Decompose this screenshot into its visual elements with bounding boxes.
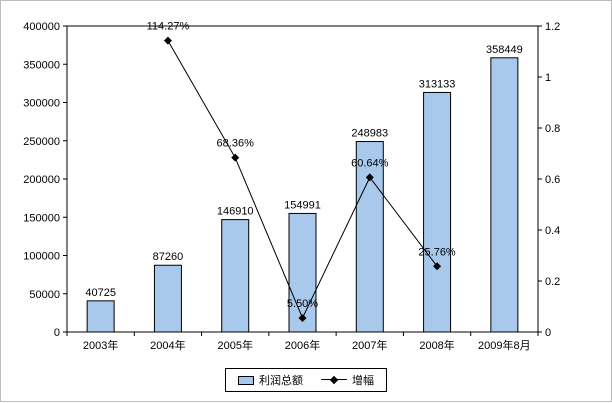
legend-label-profit: 利润总额 [259,375,303,387]
x-category-label: 2009年8月 [478,338,531,352]
line-point-marker [231,153,240,162]
line-point-label: 68.36% [217,138,255,150]
y-left-tick-label: 100000 [23,251,60,263]
profit-bar [288,212,317,333]
bar-value-label: 40725 [85,287,116,299]
line-point-marker [365,173,374,182]
legend-item-profit: 利润总额 [238,372,303,388]
line-point-marker [163,36,172,45]
line-point-label: 5.50% [287,298,318,310]
profit-bar [86,300,115,333]
x-category-label: 2003年 [83,338,118,352]
y-right-tick-label: 0 [545,327,551,339]
line-point-label: 114.27% [147,21,190,33]
y-left-tick-label: 250000 [23,136,60,148]
y-left-tick-label: 0 [54,327,60,339]
y-left-tick-label: 50000 [29,289,60,301]
bar-value-label: 154991 [284,199,321,211]
x-category-label: 2004年 [150,338,185,352]
y-left-tick-label: 300000 [23,98,60,110]
y-left-tick-label: 200000 [23,174,60,186]
chart-legend: 利润总额 增幅 [225,368,387,392]
y-left-tick-label: 150000 [23,212,60,224]
profit-bar [355,141,384,333]
y-right-tick-label: 1 [545,72,551,84]
profit-bar [153,264,182,333]
line-point-label: 60.64% [351,157,389,169]
line-point-marker [433,262,442,271]
y-right-tick-label: 0.8 [545,123,560,135]
bar-value-label: 313133 [419,78,456,90]
x-category-label: 2007年 [352,338,387,352]
bar-value-label: 146910 [217,206,254,218]
y-right-tick-label: 0.6 [545,174,560,186]
profit-bar [490,57,519,333]
y-right-tick-label: 1.2 [545,21,560,33]
line-swatch-icon [321,375,347,385]
bar-value-label: 248983 [351,128,388,140]
y-right-tick-label: 0.4 [545,225,560,237]
profit-bar [221,219,250,333]
legend-item-growth: 增幅 [321,372,374,388]
diamond-marker-icon [329,375,339,385]
x-category-label: 2006年 [285,338,320,352]
legend-label-growth: 增幅 [352,375,374,387]
line-point-marker [298,313,307,322]
bar-value-label: 358449 [486,44,523,56]
y-left-tick-label: 400000 [23,21,60,33]
y-left-tick-label: 350000 [23,59,60,71]
bar-swatch-icon [238,375,254,385]
y-right-tick-label: 0.2 [545,276,560,288]
x-category-label: 2005年 [217,338,252,352]
line-point-label: 25.76% [418,246,456,258]
x-category-label: 2008年 [419,338,454,352]
profit-bar [423,91,452,333]
bar-value-label: 87260 [153,251,184,263]
